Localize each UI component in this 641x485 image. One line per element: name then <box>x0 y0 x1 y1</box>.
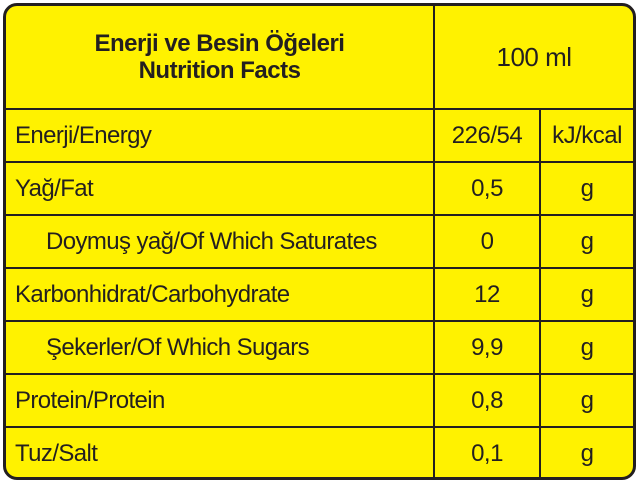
table-row-carbohydrate: Karbonhidrat/Carbohydrate 12 g <box>6 267 633 322</box>
nutrient-value: 0,1 <box>433 426 541 477</box>
nutrient-unit: kJ/kcal <box>538 108 633 163</box>
nutrient-unit: g <box>538 320 633 375</box>
nutrient-value: 12 <box>433 267 541 322</box>
nutrient-name: Protein/Protein <box>6 373 435 428</box>
table-row-salt: Tuz/Salt 0,1 g <box>6 426 633 477</box>
nutrient-name: Tuz/Salt <box>6 426 435 477</box>
nutrient-unit: g <box>538 426 633 477</box>
title-turkish: Enerji ve Besin Öğeleri <box>94 30 345 57</box>
table-row-energy: Enerji/Energy 226/54 kJ/kcal <box>6 108 633 163</box>
nutrient-value: 0,8 <box>433 373 541 428</box>
nutrient-unit: g <box>538 373 633 428</box>
nutrient-name: Enerji/Energy <box>6 108 435 163</box>
nutrition-facts-label: Enerji ve Besin Öğeleri Nutrition Facts … <box>3 3 636 480</box>
nutrient-value: 0 <box>433 214 541 269</box>
nutrient-value: 226/54 <box>433 108 541 163</box>
table-row-protein: Protein/Protein 0,8 g <box>6 373 633 428</box>
table-row-fat: Yağ/Fat 0,5 g <box>6 161 633 216</box>
table-row-sugars: Şekerler/Of Which Sugars 9,9 g <box>6 320 633 375</box>
nutrient-name: Yağ/Fat <box>6 161 435 216</box>
nutrient-name: Doymuş yağ/Of Which Saturates <box>6 214 435 269</box>
nutrient-value: 0,5 <box>433 161 541 216</box>
table-title: Enerji ve Besin Öğeleri Nutrition Facts <box>6 6 435 110</box>
header-row: Enerji ve Besin Öğeleri Nutrition Facts … <box>6 6 633 110</box>
serving-size: 100 ml <box>432 6 633 110</box>
nutrient-name: Karbonhidrat/Carbohydrate <box>6 267 435 322</box>
nutrient-unit: g <box>538 267 633 322</box>
nutrition-table: Enerji ve Besin Öğeleri Nutrition Facts … <box>6 6 633 477</box>
title-english: Nutrition Facts <box>138 57 301 84</box>
nutrient-unit: g <box>538 161 633 216</box>
nutrient-name: Şekerler/Of Which Sugars <box>6 320 435 375</box>
nutrient-unit: g <box>538 214 633 269</box>
nutrient-value: 9,9 <box>433 320 541 375</box>
table-row-saturates: Doymuş yağ/Of Which Saturates 0 g <box>6 214 633 269</box>
